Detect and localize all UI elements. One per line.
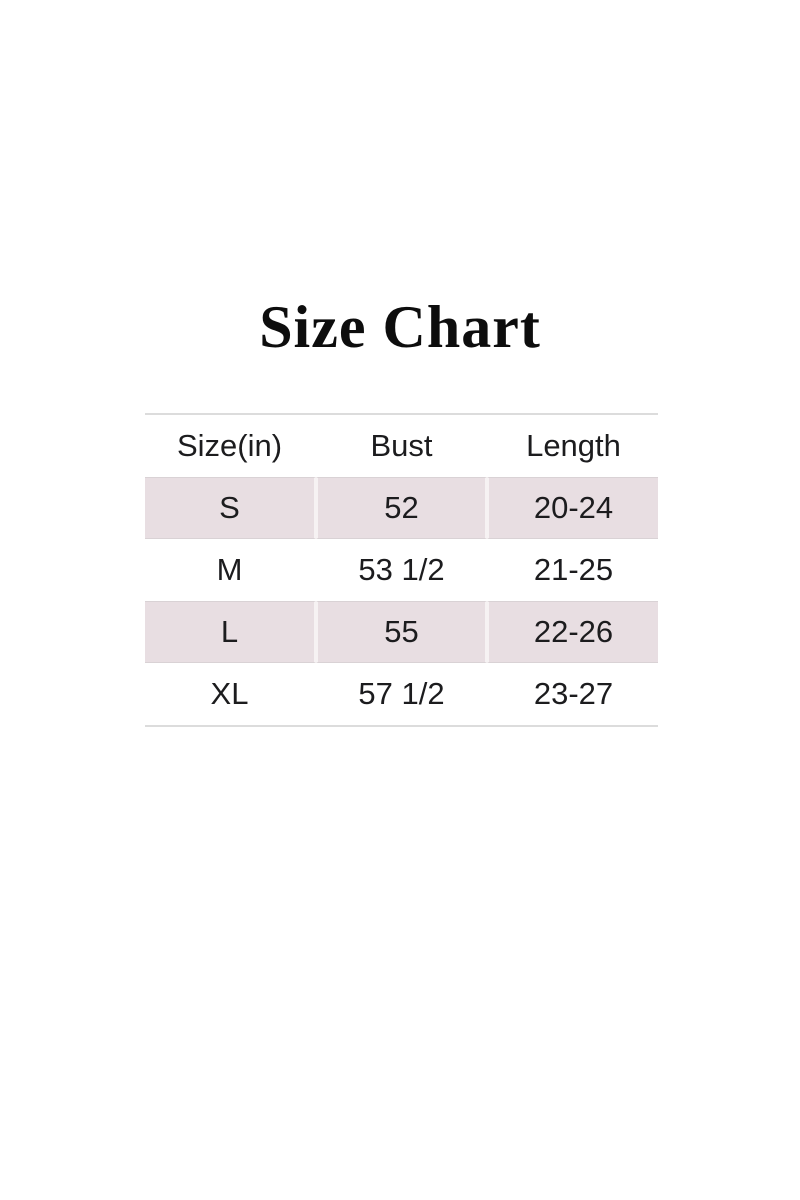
- cell-bust: 53 1/2: [316, 539, 487, 601]
- size-chart-table: Size(in) Bust Length S 52 20-24 M 53 1/2…: [145, 415, 658, 725]
- table-row: L 55 22-26: [145, 601, 658, 663]
- cell-length: 21-25: [487, 539, 658, 601]
- column-header-bust: Bust: [316, 415, 487, 477]
- column-header-length: Length: [487, 415, 658, 477]
- cell-size: XL: [145, 663, 316, 725]
- column-header-size: Size(in): [145, 415, 316, 477]
- table-row: S 52 20-24: [145, 477, 658, 539]
- cell-bust: 52: [316, 477, 487, 539]
- cell-bust: 55: [316, 601, 487, 663]
- cell-length: 23-27: [487, 663, 658, 725]
- cell-size: M: [145, 539, 316, 601]
- cell-bust: 57 1/2: [316, 663, 487, 725]
- cell-length: 20-24: [487, 477, 658, 539]
- cell-size: L: [145, 601, 316, 663]
- size-chart-table-container: Size(in) Bust Length S 52 20-24 M 53 1/2…: [145, 413, 658, 727]
- table-header-row: Size(in) Bust Length: [145, 415, 658, 477]
- cell-length: 22-26: [487, 601, 658, 663]
- page-title: Size Chart: [259, 294, 541, 360]
- cell-size: S: [145, 477, 316, 539]
- table-row: XL 57 1/2 23-27: [145, 663, 658, 725]
- table-row: M 53 1/2 21-25: [145, 539, 658, 601]
